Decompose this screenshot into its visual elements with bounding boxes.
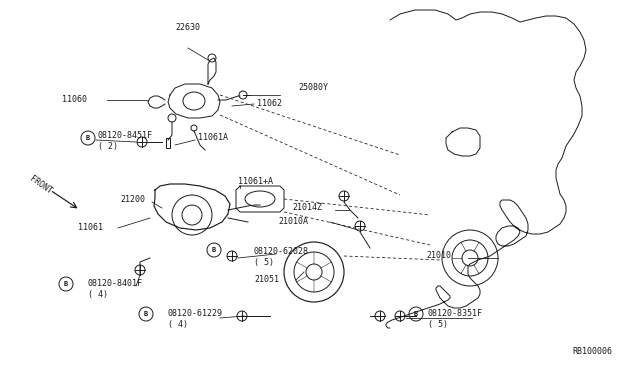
Text: RB100006: RB100006 [572,347,612,356]
Text: 11061+A: 11061+A [238,177,273,186]
Text: 11061A: 11061A [198,134,228,142]
Text: 08120-8351F: 08120-8351F [428,310,483,318]
Text: B: B [414,311,418,317]
Text: ( 2): ( 2) [98,141,118,151]
Text: 21200: 21200 [120,196,145,205]
Text: ( 4): ( 4) [88,289,108,298]
Text: 21010: 21010 [426,251,451,260]
Text: 11062: 11062 [257,99,282,109]
Text: B: B [86,135,90,141]
Text: 08120-8401F: 08120-8401F [88,279,143,289]
Text: 22630: 22630 [175,23,200,32]
Text: B: B [212,247,216,253]
Text: 25080Y: 25080Y [298,83,328,93]
Text: 21010A: 21010A [278,218,308,227]
Text: 08120-61229: 08120-61229 [168,310,223,318]
Text: ( 5): ( 5) [254,257,274,266]
Text: 08120-8451F: 08120-8451F [98,131,153,141]
Text: B: B [64,281,68,287]
Text: 11061: 11061 [78,224,103,232]
Text: B: B [144,311,148,317]
Text: 11060: 11060 [62,96,87,105]
Text: 08120-62028: 08120-62028 [254,247,309,257]
Text: ( 4): ( 4) [168,320,188,328]
Text: 21014Z: 21014Z [292,203,322,212]
Text: ( 5): ( 5) [428,320,448,328]
Text: FRONT: FRONT [28,174,54,196]
Text: 21051: 21051 [254,276,279,285]
